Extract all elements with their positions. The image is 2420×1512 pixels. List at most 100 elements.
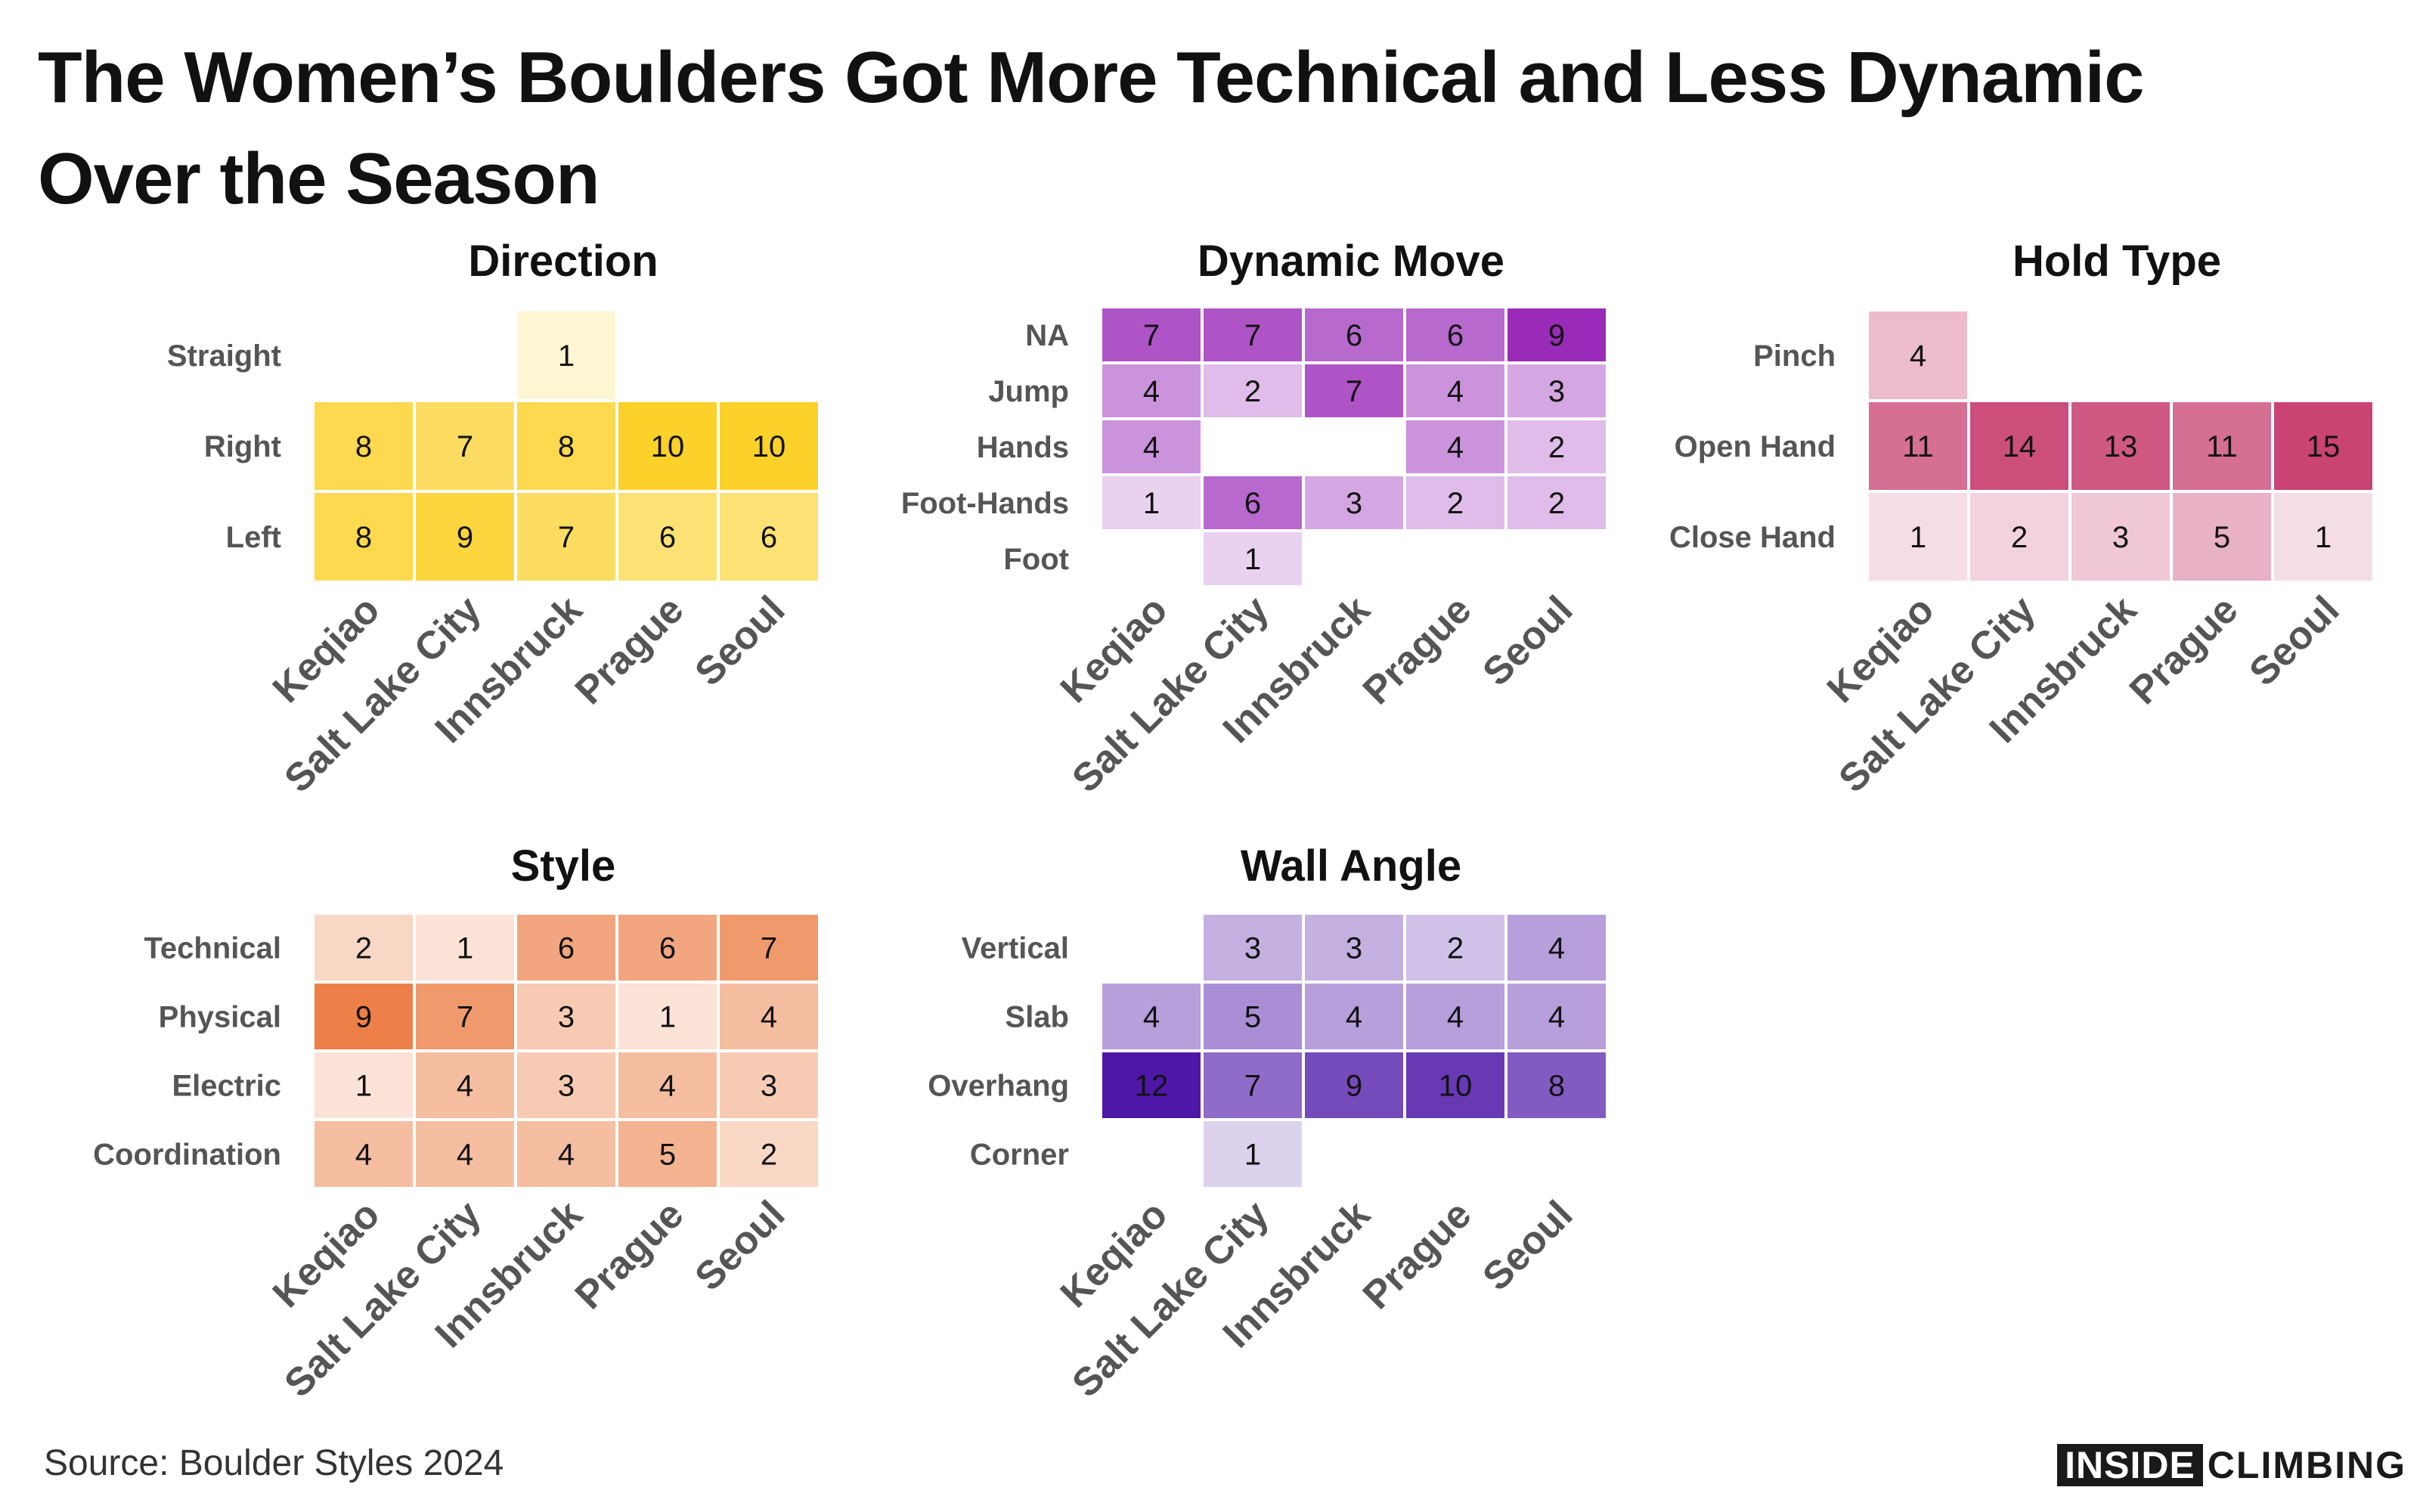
cell-value: 2 [355, 932, 372, 965]
heatmap-cell [615, 981, 720, 1052]
heatmap-cell [717, 490, 821, 584]
row-label: Overhang [928, 1070, 1069, 1103]
cell-value: 3 [1346, 487, 1362, 520]
heatmap-cell [1302, 361, 1406, 420]
heatmap-cell [413, 912, 517, 984]
cell-value: 2 [2011, 521, 2028, 554]
row-label: Technical [144, 932, 281, 965]
row-label: Electric [172, 1070, 281, 1103]
heatmap-cell [311, 1049, 416, 1121]
heatmap-cell [1967, 399, 2071, 493]
cell-value: 5 [659, 1139, 676, 1172]
heatmap-cell [1201, 981, 1305, 1052]
row-label: Vertical [962, 932, 1069, 965]
column-label: Prague [2121, 587, 2247, 713]
heatmap-cell [1403, 361, 1507, 420]
cell-value: 11 [1902, 430, 1934, 463]
panel-title-dynamic-move: Dynamic Move [1198, 237, 1504, 286]
panel-title-hold-type: Hold Type [2013, 237, 2221, 286]
cell-value: 9 [355, 1001, 372, 1034]
cell-value: 1 [2315, 521, 2332, 554]
cell-value: 12 [1135, 1070, 1169, 1103]
row-label: Left [226, 521, 281, 554]
cell-value: 7 [1244, 319, 1261, 352]
cell-value: 1 [355, 1070, 372, 1103]
cell-value: 1 [457, 932, 473, 965]
heatmap-cell [311, 1118, 416, 1190]
heatmap-cell [1403, 417, 1507, 476]
row-label: Physical [159, 1001, 281, 1034]
column-label: Prague [567, 1192, 693, 1318]
column-label: Prague [1355, 1192, 1480, 1318]
panel-title-wall-angle: Wall Angle [1241, 841, 1461, 891]
cell-value: 9 [1548, 319, 1565, 352]
heatmap-cell [514, 1049, 618, 1121]
cell-value: 11 [2206, 430, 2238, 463]
row-label: Right [204, 430, 281, 463]
cell-value: 4 [1548, 932, 1565, 965]
heatmap-cell [1504, 473, 1609, 532]
row-label: Straight [167, 339, 281, 373]
heatmap-cell [615, 399, 720, 493]
cell-value: 2 [761, 1139, 777, 1172]
heatmap-cell [1866, 490, 1970, 584]
cell-value: 8 [355, 521, 372, 554]
row-label: Pinch [1753, 339, 1836, 373]
heatmap-cell [413, 1049, 517, 1121]
inside-climbing-logo: INSIDE CLIMBING [2057, 1444, 2406, 1486]
cell-value: 6 [761, 521, 777, 554]
cell-value: 2 [1548, 431, 1565, 464]
heatmap-cell [1201, 1118, 1305, 1190]
logo-climbing: CLIMBING [2207, 1444, 2406, 1486]
column-label: Seoul [686, 1192, 793, 1299]
cell-value: 4 [1143, 431, 1160, 464]
panel-wall-angle: Wall Angle Vertical 3 3 2 4 Slab 4 5 4 4 4 Overhang 1… [928, 841, 1609, 1406]
cell-value: 3 [761, 1070, 777, 1103]
cell-value: 4 [355, 1139, 372, 1172]
cell-value: 4 [558, 1139, 575, 1172]
cell-value: 2 [1447, 932, 1464, 965]
heatmap-cell [615, 490, 720, 584]
heatmap-cell [1403, 473, 1507, 532]
heatmap-cell [1099, 1049, 1204, 1121]
cell-value: 4 [1447, 1001, 1464, 1034]
cell-value: 14 [2003, 430, 2037, 463]
heatmap-cell [1099, 305, 1204, 364]
heatmap-cell [2068, 490, 2173, 584]
row-label: Foot-Hands [901, 487, 1069, 520]
cell-value: 4 [761, 1001, 777, 1034]
cell-value: 10 [752, 430, 786, 463]
chart-title: The Women’s Boulders Got More Technical … [38, 37, 2145, 219]
cell-value: 9 [457, 521, 473, 554]
cell-value: 7 [457, 430, 473, 463]
cell-value: 4 [659, 1070, 676, 1103]
column-label: Seoul [1474, 587, 1581, 694]
heatmap-cell [514, 981, 618, 1052]
column-label: Seoul [1474, 1192, 1581, 1299]
heatmap-cell [1504, 417, 1609, 476]
heatmap-cell [1201, 361, 1305, 420]
row-label: NA [1025, 319, 1069, 352]
cell-value: 3 [558, 1001, 575, 1034]
cell-value: 3 [558, 1070, 575, 1103]
cell-value: 6 [1244, 487, 1261, 520]
cell-value: 1 [1244, 1139, 1261, 1172]
cell-value: 6 [558, 932, 575, 965]
cell-value: 1 [1244, 543, 1261, 576]
heatmap-cell [1302, 305, 1406, 364]
cell-value: 6 [1447, 319, 1464, 352]
heatmap-cell [1504, 361, 1609, 420]
source-note: Source: Boulder Styles 2024 [44, 1443, 504, 1483]
heatmap-cell [615, 1049, 720, 1121]
cell-value: 8 [1548, 1070, 1565, 1103]
panel-dynamic-move: Dynamic Move NA 7 7 6 6 9 Jump 4 2 7 4 3 Hands 4 4 2 Foot… [901, 237, 1609, 801]
heatmap-cell [1967, 490, 2071, 584]
cell-value: 3 [1346, 932, 1362, 965]
cell-value: 4 [1447, 375, 1464, 408]
heatmap-cell [2068, 399, 2173, 493]
column-label: Prague [1355, 587, 1480, 713]
row-label: Corner [970, 1139, 1069, 1172]
heatmap-cell [1099, 361, 1204, 420]
heatmap-cell [2170, 490, 2274, 584]
